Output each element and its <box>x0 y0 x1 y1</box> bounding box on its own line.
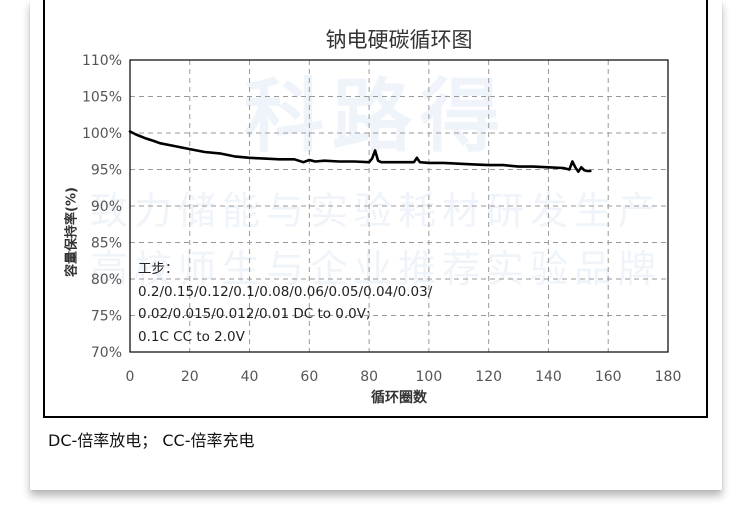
process-annotation: 工步： 0.2/0.15/0.12/0.1/0.08/0.06/0.05/0.0… <box>138 258 432 348</box>
y-tick-label: 70% <box>91 345 122 361</box>
x-tick-label: 180 <box>655 369 682 385</box>
y-axis-label: 容量保持率(%) <box>64 187 80 277</box>
plot-area-border <box>129 59 669 353</box>
y-tick-label: 105% <box>82 90 122 106</box>
page-card <box>30 0 722 490</box>
y-tick-label: 85% <box>91 236 122 252</box>
chart-title: 钠电硬碳循环图 <box>325 28 473 52</box>
y-tick-label: 75% <box>91 309 122 325</box>
annotation-line-4: 0.1C CC to 2.0V <box>138 328 245 345</box>
x-tick-label: 140 <box>535 369 562 385</box>
annotation-line-2: 0.2/0.15/0.12/0.1/0.08/0.06/0.05/0.04/0.… <box>138 283 433 300</box>
x-tick-label: 160 <box>595 369 622 385</box>
y-tick-label: 100% <box>82 126 122 142</box>
x-tick-label: 80 <box>360 369 378 385</box>
x-tick-label: 60 <box>300 369 318 385</box>
x-tick-label: 40 <box>241 369 259 385</box>
y-tick-label: 95% <box>91 163 122 179</box>
y-tick-label: 90% <box>91 199 122 215</box>
x-tick-label: 120 <box>475 369 502 385</box>
annotation-line-1: 工步： <box>138 261 179 277</box>
x-tick-label: 0 <box>126 369 135 385</box>
y-tick-label: 110% <box>82 53 122 69</box>
x-axis-label: 循环圈数 <box>371 390 427 406</box>
y-tick-label: 80% <box>91 272 122 288</box>
chart-frame <box>43 0 708 418</box>
x-tick-label: 100 <box>416 369 443 385</box>
footnote: DC-倍率放电； CC-倍率充电 <box>48 431 255 450</box>
annotation-line-3: 0.02/0.015/0.012/0.01 DC to 0.0V; <box>138 306 371 322</box>
x-tick-label: 20 <box>181 369 199 385</box>
series-line <box>128 130 592 173</box>
